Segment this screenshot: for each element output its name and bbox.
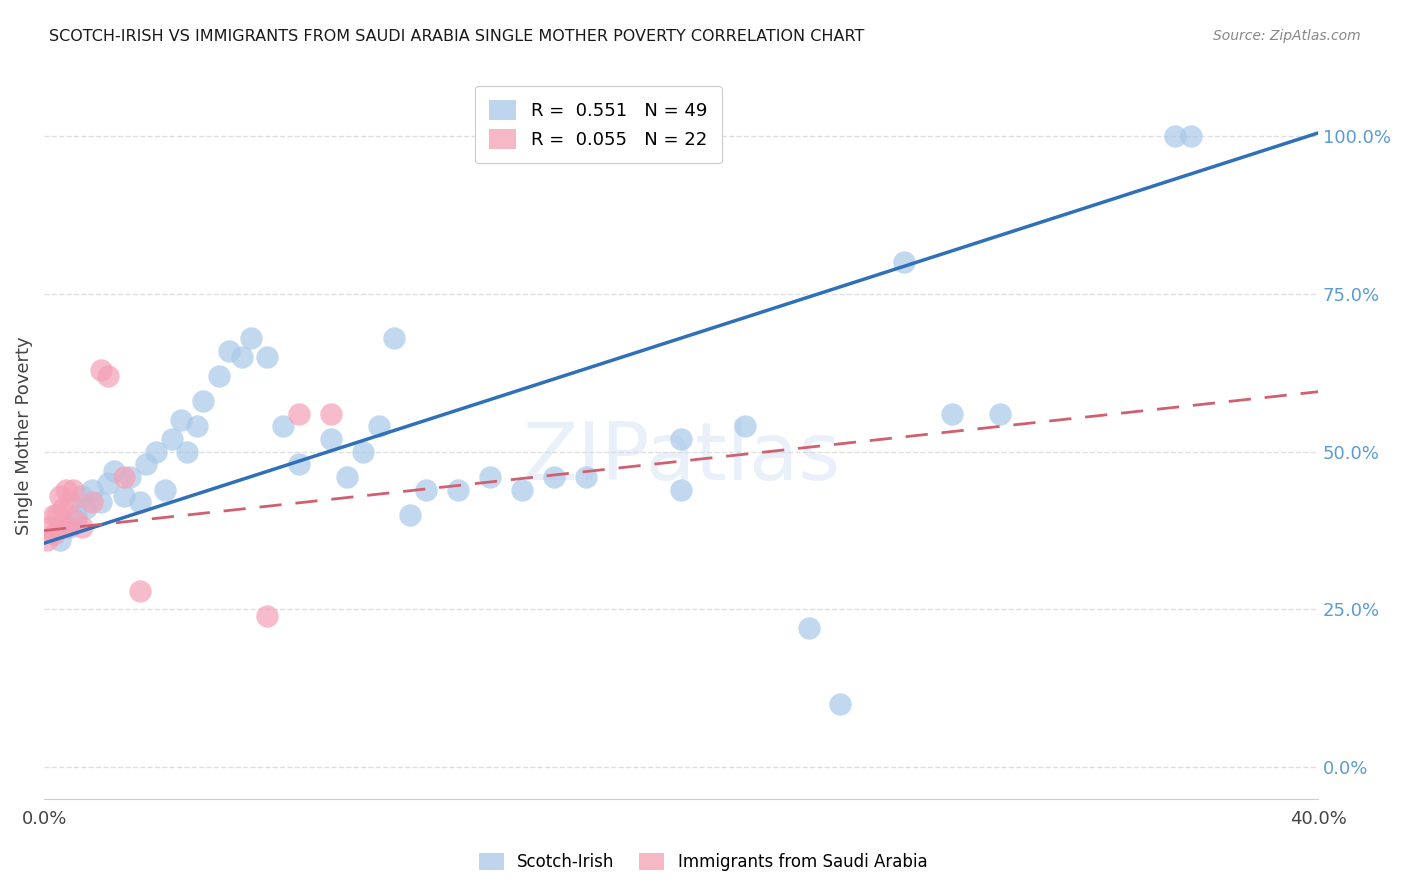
Point (193, 394, 215, 409)
Point (399, 508, 422, 522)
Point (988, 407, 1011, 421)
Point (893, 255, 915, 269)
Point (120, 470, 142, 484)
Point (128, 495, 150, 509)
Point (256, 350, 278, 364)
Point (49, 489, 72, 503)
Point (55, 520, 77, 534)
Point (90, 362, 112, 376)
Text: Source: ZipAtlas.com: Source: ZipAtlas.com (1213, 29, 1361, 43)
Point (941, 407, 963, 421)
Point (97, 476, 120, 491)
Point (49, 533, 72, 547)
Y-axis label: Single Mother Poverty: Single Mother Poverty (15, 336, 32, 535)
Point (186, 419, 208, 434)
Point (669, 432, 692, 446)
Text: SCOTCH-IRISH VS IMMIGRANTS FROM SAUDI ARABIA SINGLE MOTHER POVERTY CORRELATION C: SCOTCH-IRISH VS IMMIGRANTS FROM SAUDI AR… (49, 29, 865, 44)
Point (128, 583, 150, 598)
Point (42, 508, 65, 522)
Point (90, 495, 112, 509)
Point (256, 608, 278, 623)
Point (49, 520, 72, 534)
Point (797, 621, 820, 635)
Legend: R =  0.551   N = 49, R =  0.055   N = 22: R = 0.551 N = 49, R = 0.055 N = 22 (475, 86, 721, 163)
Point (271, 419, 294, 434)
Point (160, 432, 183, 446)
Point (240, 331, 263, 345)
Point (65, 508, 87, 522)
Point (72, 520, 94, 534)
Point (288, 458, 311, 472)
Point (62, 483, 84, 497)
Point (80, 495, 103, 509)
Point (218, 343, 240, 358)
Point (352, 444, 374, 458)
Point (55, 483, 77, 497)
Point (103, 464, 125, 478)
Point (39, 520, 62, 534)
Point (112, 470, 135, 484)
Point (319, 432, 342, 446)
Point (97, 368, 120, 383)
Point (75, 501, 97, 516)
Point (80, 483, 103, 497)
Point (288, 407, 311, 421)
Point (336, 470, 359, 484)
Point (37, 533, 59, 547)
Point (153, 483, 176, 497)
Point (367, 419, 389, 434)
Point (208, 368, 231, 383)
Point (145, 444, 167, 458)
Point (58, 495, 80, 509)
Point (170, 413, 193, 427)
Point (1180, 129, 1202, 144)
Point (65, 514, 87, 528)
Text: ZIPatlas: ZIPatlas (522, 418, 841, 497)
Point (52, 501, 75, 516)
Point (58, 520, 80, 534)
Point (135, 458, 157, 472)
Point (176, 444, 198, 458)
Point (479, 470, 502, 484)
Point (384, 331, 406, 345)
Point (510, 483, 533, 497)
Point (72, 489, 94, 503)
Point (830, 697, 852, 711)
Point (734, 419, 756, 434)
Point (415, 483, 437, 497)
Point (447, 483, 470, 497)
Point (319, 407, 342, 421)
Point (669, 483, 692, 497)
Point (112, 489, 135, 503)
Point (45, 508, 67, 522)
Point (1164, 129, 1187, 144)
Point (42, 526, 65, 541)
Point (231, 350, 253, 364)
Legend: Scotch-Irish, Immigrants from Saudi Arabia: Scotch-Irish, Immigrants from Saudi Arab… (471, 845, 935, 880)
Point (574, 470, 596, 484)
Point (543, 470, 565, 484)
